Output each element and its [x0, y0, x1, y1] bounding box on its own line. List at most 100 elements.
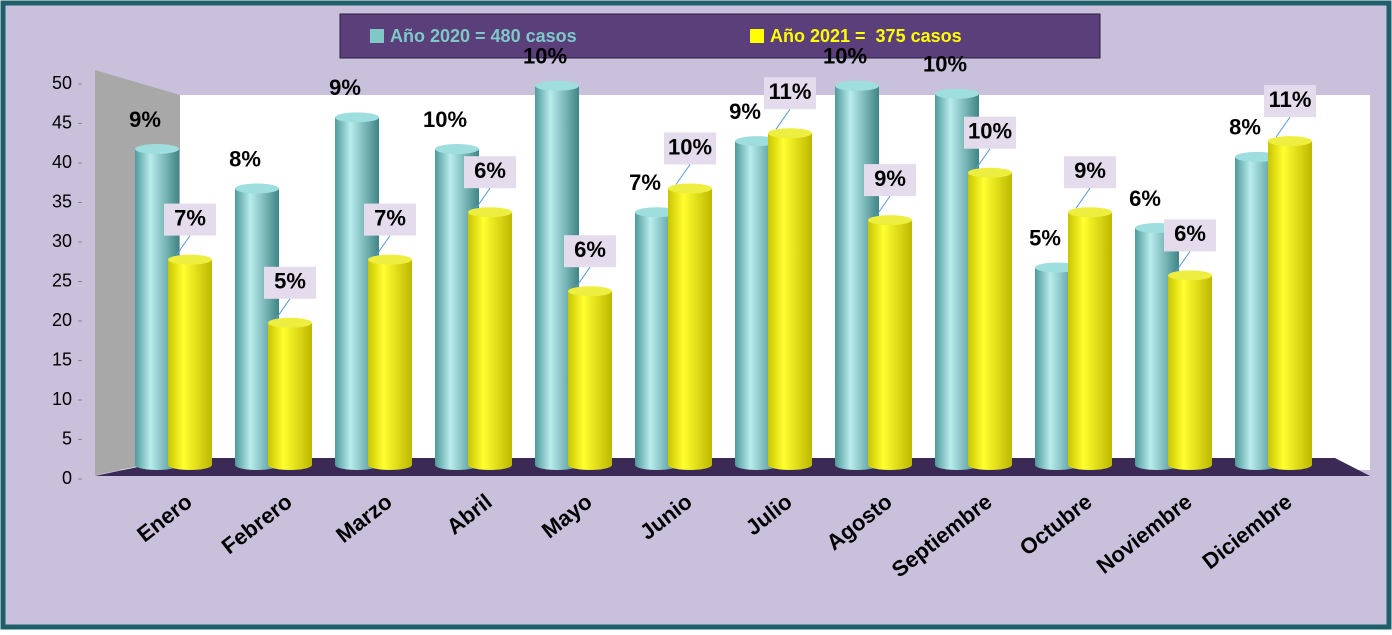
bar-top: [668, 183, 712, 194]
leader: [975, 148, 991, 169]
bar-top: [868, 215, 912, 226]
bar: [968, 172, 1012, 465]
y-tick-label: 0: [62, 468, 72, 488]
y-tick-label: 10: [52, 389, 72, 409]
leader: [775, 108, 791, 130]
y-tick-label: 20: [52, 310, 72, 330]
legend-swatch: [370, 29, 384, 43]
bar-top: [1168, 270, 1212, 281]
bar: [468, 212, 512, 465]
bar-bottom: [768, 460, 812, 470]
bar-bottom: [1068, 460, 1112, 470]
data-label: 6%: [474, 158, 506, 183]
data-label: 9%: [729, 99, 761, 124]
bar-bottom: [1268, 460, 1312, 470]
bar-top: [568, 286, 612, 297]
bar-top: [535, 80, 579, 91]
leader: [575, 266, 591, 288]
label-box: [564, 235, 616, 268]
data-label: 5%: [1029, 225, 1061, 250]
data-label: 7%: [374, 205, 406, 230]
bar-top: [1268, 136, 1312, 147]
bar-top: [168, 254, 212, 265]
bar: [568, 291, 612, 465]
bar-bottom: [668, 460, 712, 470]
bar: [368, 259, 412, 465]
label-box: [764, 77, 816, 110]
bar-top: [935, 88, 979, 99]
bar-bottom: [168, 460, 212, 470]
data-label: 6%: [1174, 221, 1206, 246]
bar-top: [368, 254, 412, 265]
y-tick-label: 35: [52, 191, 72, 211]
bar-top: [435, 144, 479, 154]
bar-bottom: [1168, 460, 1212, 470]
data-label: 8%: [1229, 115, 1261, 140]
label-box: [664, 132, 716, 165]
bar: [668, 188, 712, 465]
leader: [1075, 187, 1091, 209]
bar-bottom: [268, 460, 312, 470]
label-box: [164, 203, 216, 236]
data-label: 11%: [1269, 87, 1312, 112]
data-label: 8%: [229, 146, 261, 171]
legend-swatch: [750, 29, 764, 43]
label-box: [264, 266, 316, 299]
bar: [168, 259, 212, 465]
label-box: [1064, 156, 1116, 189]
leader: [675, 164, 691, 185]
data-label: 6%: [574, 237, 606, 262]
data-label: 9%: [1074, 158, 1106, 183]
y-tick-label: 40: [52, 152, 72, 172]
bar-top: [968, 167, 1012, 178]
data-label: 10%: [823, 44, 867, 69]
bar-top: [768, 128, 812, 139]
bar-top: [835, 80, 879, 91]
legend-box: [339, 13, 1101, 59]
data-label: 10%: [923, 52, 967, 77]
bar-bottom: [568, 460, 612, 470]
data-label: 9%: [329, 75, 361, 100]
bar-bottom: [968, 460, 1012, 470]
leader: [175, 235, 191, 256]
data-label: 5%: [274, 269, 306, 294]
label-box: [964, 116, 1016, 149]
data-label: 10%: [523, 44, 567, 69]
label-box: [864, 164, 916, 197]
bar: [1068, 212, 1112, 465]
legend-label: Año 2020 = 480 casos: [390, 26, 577, 46]
y-tick-label: 5: [62, 428, 72, 448]
bar: [868, 220, 912, 465]
legend-label: Año 2021 = 375 casos: [770, 26, 962, 46]
bar: [268, 322, 312, 465]
y-tick-label: 15: [52, 349, 72, 369]
bar-top: [135, 144, 179, 154]
data-label: 9%: [874, 166, 906, 191]
leader: [875, 195, 891, 217]
leader: [475, 187, 491, 209]
data-label: 6%: [1129, 186, 1161, 211]
data-label: 10%: [668, 134, 712, 159]
bar: [1168, 275, 1212, 465]
y-tick-label: 45: [52, 112, 72, 132]
y-tick-label: 25: [52, 270, 72, 290]
bar-bottom: [368, 460, 412, 470]
bar: [768, 133, 812, 465]
bar-bottom: [868, 460, 912, 470]
data-label: 7%: [629, 170, 661, 195]
leader: [375, 235, 391, 256]
leader: [1275, 116, 1291, 138]
y-tick-label: 30: [52, 231, 72, 251]
data-label: 11%: [769, 79, 812, 104]
data-label: 10%: [423, 107, 467, 132]
bar-top: [268, 317, 312, 328]
bar-top: [468, 207, 512, 218]
leader: [275, 298, 291, 320]
data-label: 7%: [174, 205, 206, 230]
label-box: [1164, 219, 1216, 252]
label-box: [1264, 85, 1316, 118]
bar: [1268, 141, 1312, 465]
bar-top: [335, 112, 379, 123]
data-label: 9%: [129, 107, 161, 132]
